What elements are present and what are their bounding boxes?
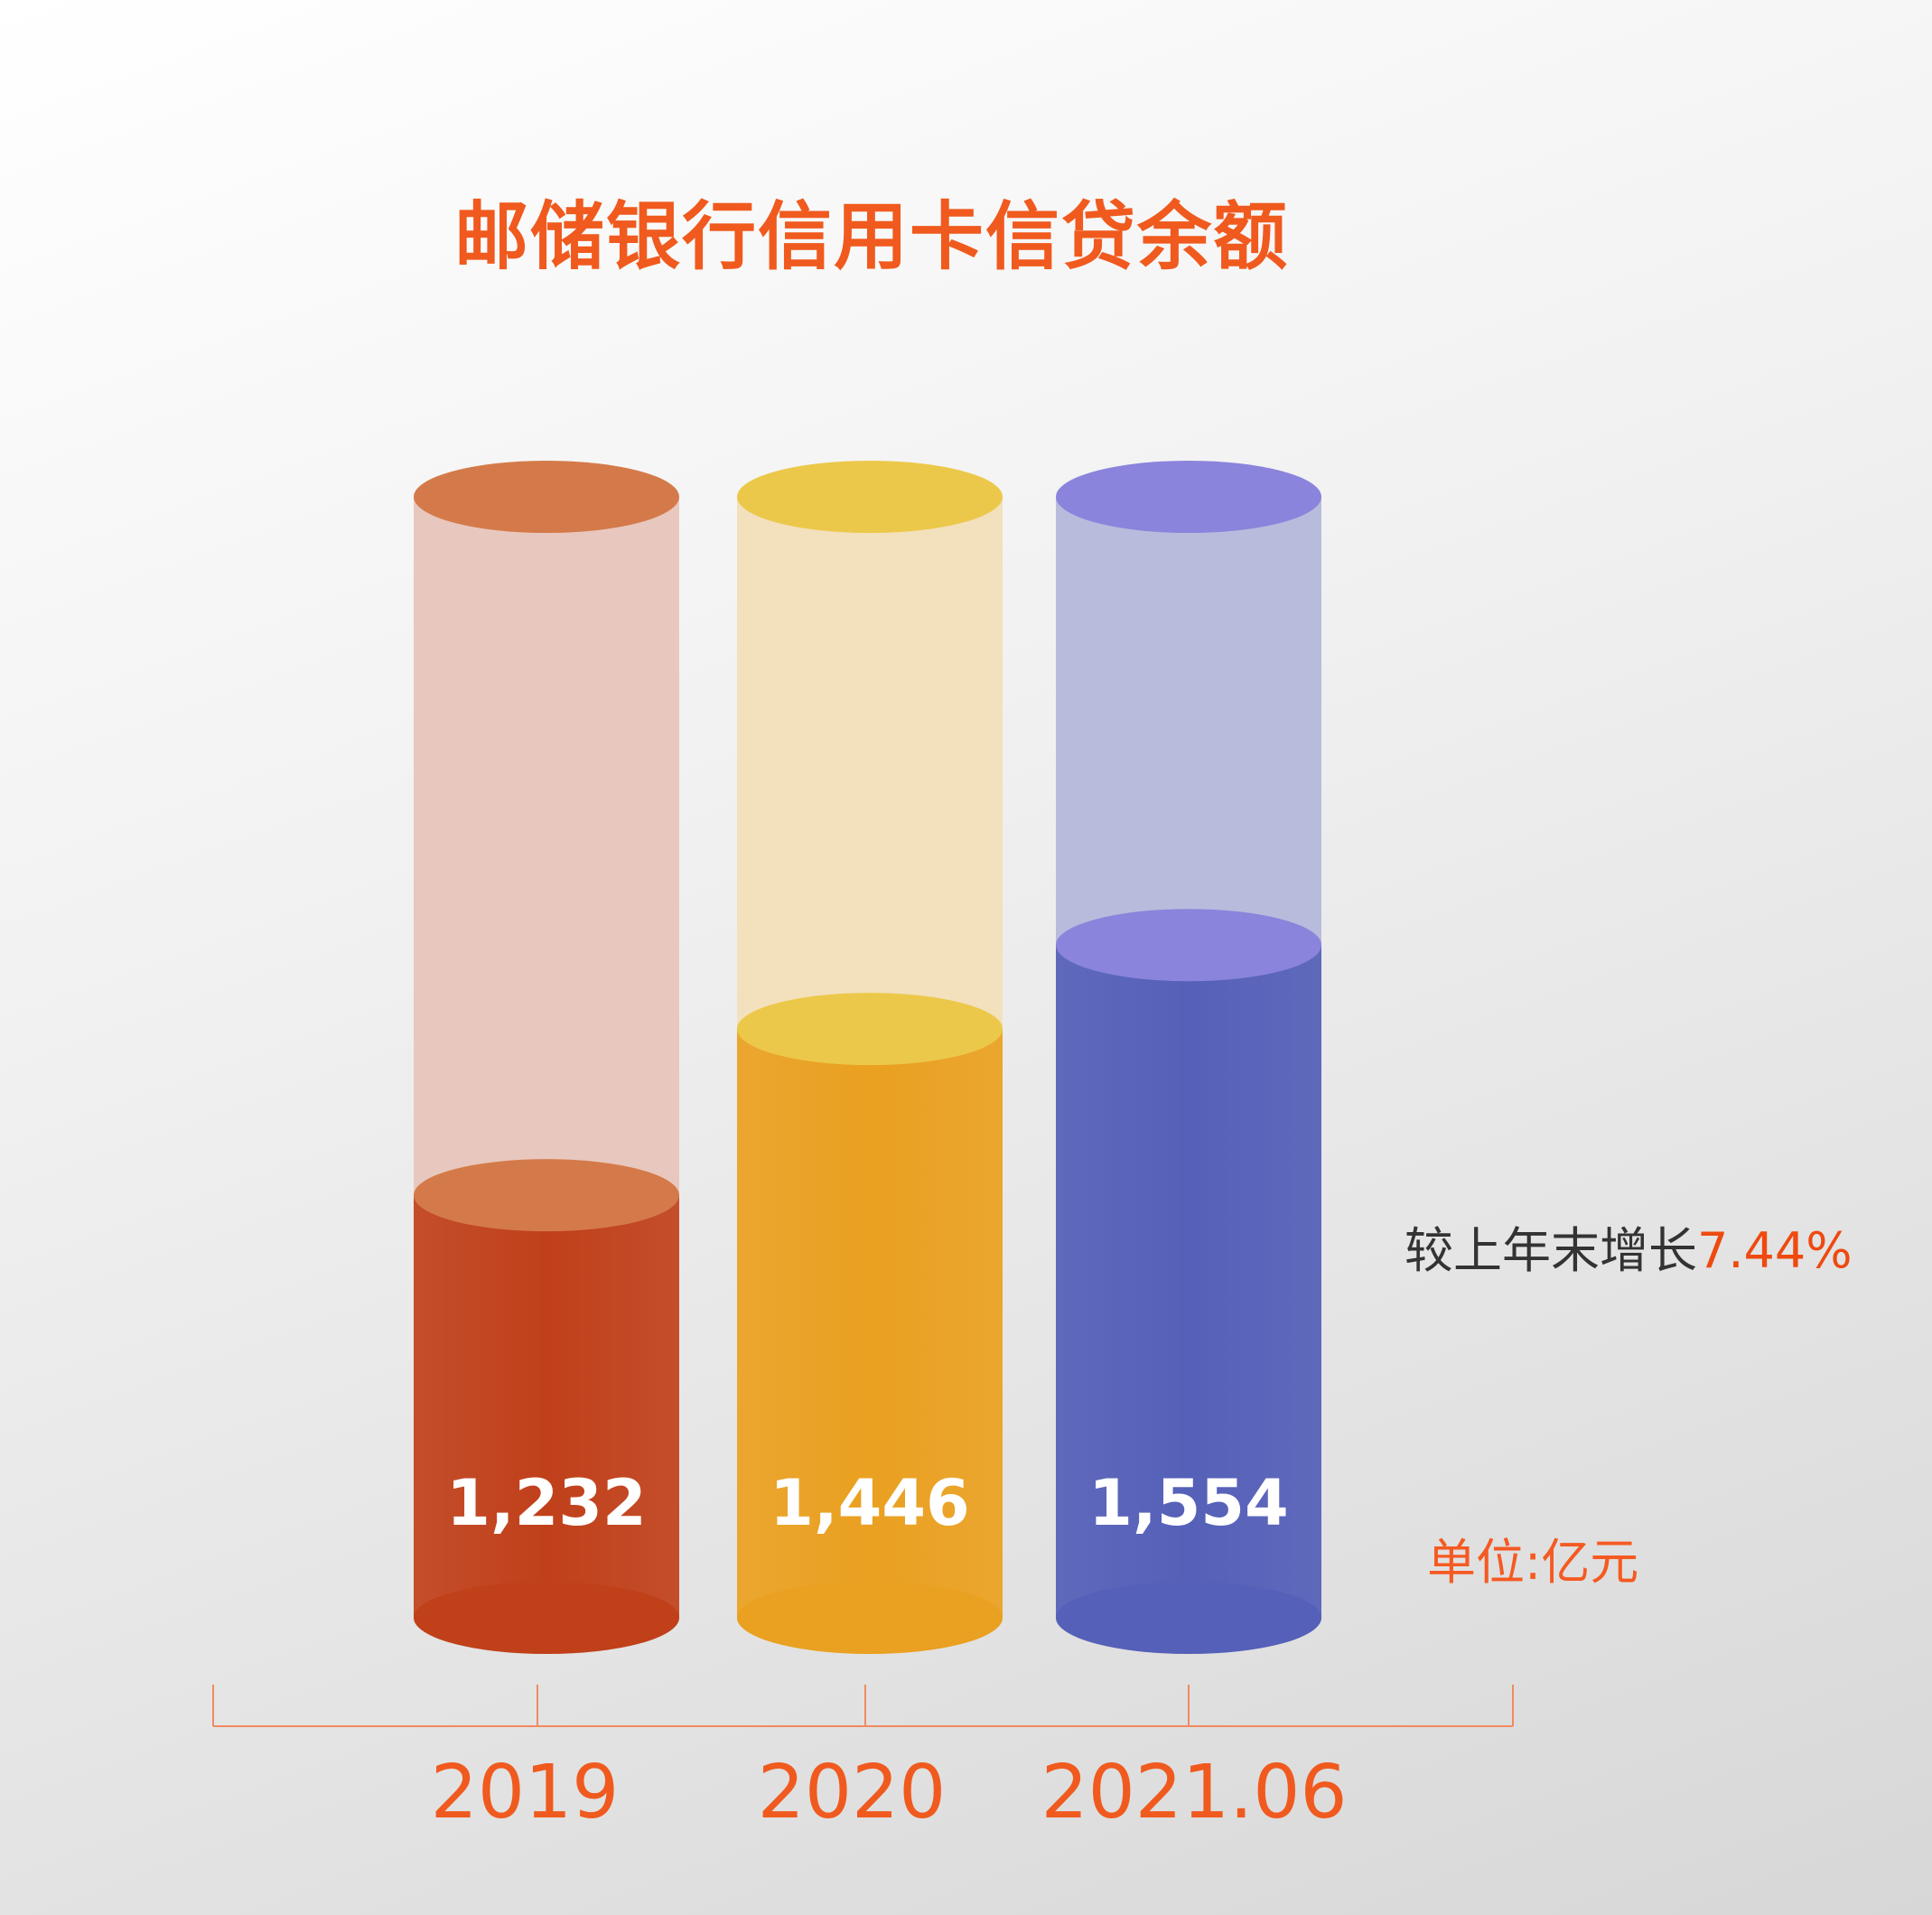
growth-value: 7.44% bbox=[1697, 1222, 1853, 1279]
chart-title: 邮储银行信用卡信贷余额 bbox=[453, 194, 1289, 280]
bar-base bbox=[737, 1582, 1003, 1654]
value-label: 1,554 bbox=[1088, 1466, 1288, 1540]
bar-2020 bbox=[737, 1029, 1003, 1618]
value-label: 1,232 bbox=[446, 1466, 646, 1540]
bar-2019 bbox=[414, 1195, 679, 1618]
x-tick-label: 2020 bbox=[758, 1750, 947, 1836]
bar-2021.06 bbox=[1056, 945, 1321, 1618]
value-label: 1,446 bbox=[770, 1466, 969, 1540]
bar-cap bbox=[414, 1159, 679, 1232]
ghost-cylinder-cap bbox=[414, 461, 679, 533]
ghost-cylinder-cap bbox=[1056, 461, 1321, 533]
unit-label: 单位:亿元 bbox=[1427, 1534, 1639, 1591]
growth-annotation: 较上年末增长7.44% bbox=[1405, 1210, 1853, 1282]
bar-cap bbox=[1056, 909, 1321, 982]
bar-base bbox=[414, 1582, 679, 1654]
x-tick-label: 2021.06 bbox=[1041, 1750, 1347, 1836]
growth-label: 较上年末增长 bbox=[1405, 1222, 1697, 1279]
bar-cap bbox=[737, 993, 1003, 1066]
bar-base bbox=[1056, 1582, 1321, 1654]
ghost-cylinder-cap bbox=[737, 461, 1003, 533]
x-tick-label: 2019 bbox=[431, 1750, 620, 1836]
